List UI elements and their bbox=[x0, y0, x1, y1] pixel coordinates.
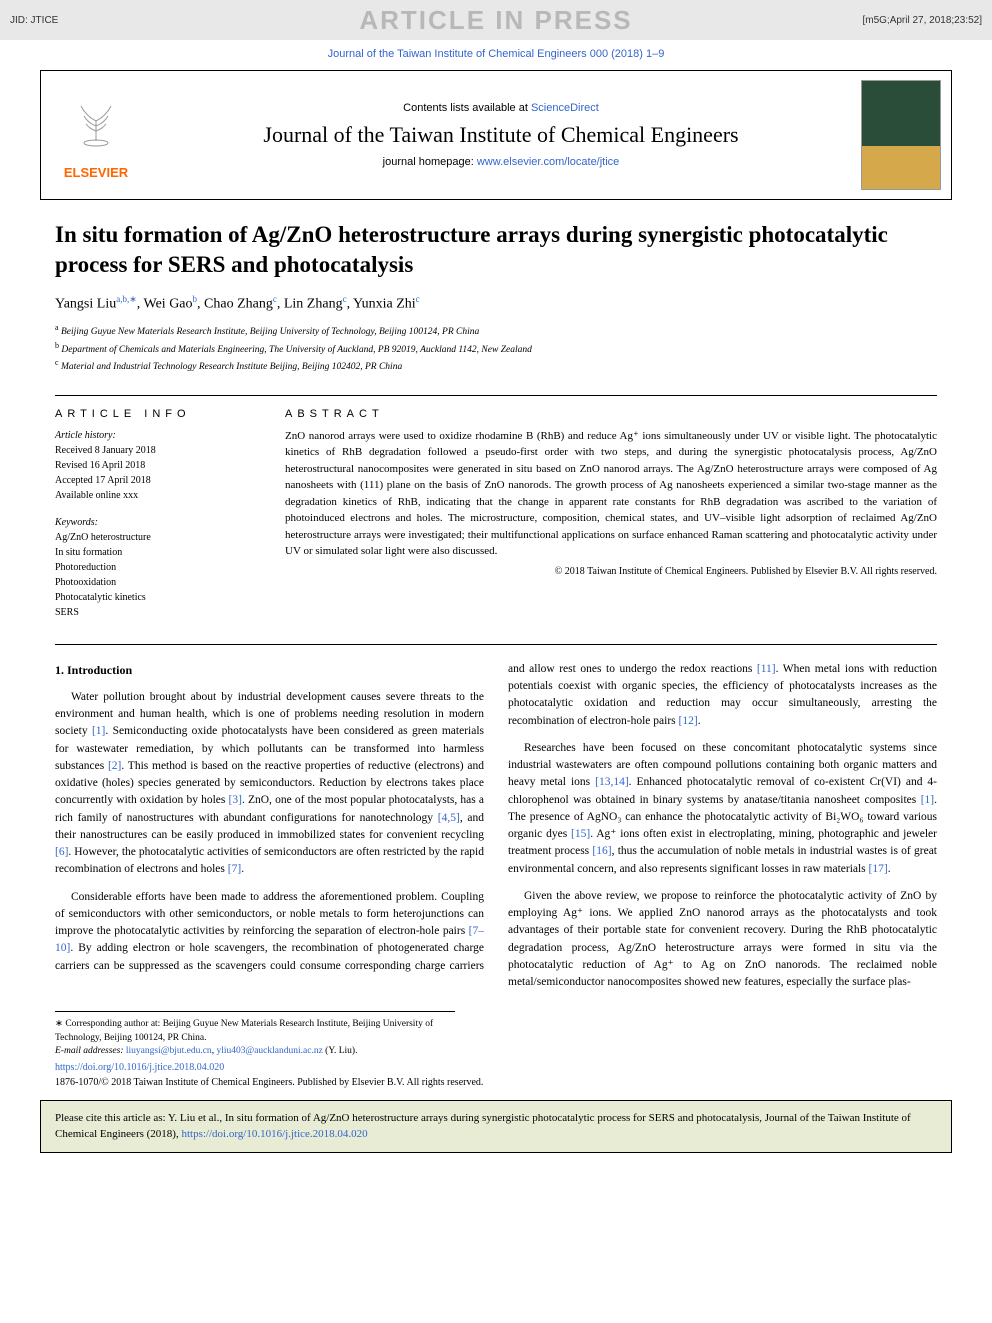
accepted-date: Accepted 17 April 2018 bbox=[55, 473, 255, 488]
contents-line: Contents lists available at ScienceDirec… bbox=[161, 102, 841, 114]
ref-2[interactable]: [2] bbox=[108, 760, 121, 772]
article-info-column: article info Article history: Received 8… bbox=[55, 408, 255, 632]
ref-3[interactable]: [3] bbox=[229, 794, 242, 806]
affiliation-a: Beijing Guyue New Materials Research Ins… bbox=[59, 328, 480, 338]
doi-link[interactable]: https://doi.org/10.1016/j.jtice.2018.04.… bbox=[55, 1062, 224, 1073]
ref-6[interactable]: [6] bbox=[55, 846, 68, 858]
author-5-sup: c bbox=[416, 294, 420, 304]
ref-13-14[interactable]: [13,14] bbox=[595, 776, 629, 788]
elsevier-tree-icon bbox=[66, 91, 126, 161]
abstract-text: ZnO nanorod arrays were used to oxidize … bbox=[285, 428, 937, 560]
journal-cover-thumbnail bbox=[861, 80, 941, 190]
divider-top bbox=[55, 395, 937, 396]
revised-date: Revised 16 April 2018 bbox=[55, 458, 255, 473]
keywords-block: Keywords: Ag/ZnO heterostructure In situ… bbox=[55, 515, 255, 620]
email-line: E-mail addresses: liuyangsi@bjut.edu.cn,… bbox=[55, 1045, 455, 1058]
keyword-3: Photoreduction bbox=[55, 560, 255, 575]
abstract-label: abstract bbox=[285, 408, 937, 420]
keyword-2: In situ formation bbox=[55, 545, 255, 560]
keyword-5: Photocatalytic kinetics bbox=[55, 590, 255, 605]
keyword-6: SERS bbox=[55, 605, 255, 620]
citation-doi-link[interactable]: https://doi.org/10.1016/j.jtice.2018.04.… bbox=[181, 1128, 367, 1140]
online-date: Available online xxx bbox=[55, 488, 255, 503]
body-para-3: Researches have been focused on these co… bbox=[508, 740, 937, 878]
article-title: In situ formation of Ag/ZnO heterostruct… bbox=[55, 220, 937, 280]
history-heading: Article history: bbox=[55, 428, 255, 443]
journal-reference-line: Journal of the Taiwan Institute of Chemi… bbox=[0, 48, 992, 60]
contents-prefix: Contents lists available at bbox=[403, 102, 531, 114]
footnote-section: ∗ Corresponding author at: Beijing Guyue… bbox=[55, 1011, 455, 1058]
ref-15[interactable]: [15] bbox=[571, 828, 590, 840]
ref-16[interactable]: [16] bbox=[592, 845, 611, 857]
affiliation-b: Department of Chemicals and Materials En… bbox=[59, 345, 532, 355]
ref-17[interactable]: [17] bbox=[869, 863, 888, 875]
author-1-sup: a,b,∗ bbox=[116, 294, 137, 304]
ref-1[interactable]: [1] bbox=[92, 725, 105, 737]
citation-box: Please cite this article as: Y. Liu et a… bbox=[40, 1100, 952, 1153]
affiliation-c: Material and Industrial Technology Resea… bbox=[59, 363, 403, 373]
ref-7[interactable]: [7] bbox=[228, 863, 241, 875]
elsevier-name: ELSEVIER bbox=[64, 165, 128, 180]
ref-12[interactable]: [12] bbox=[679, 715, 698, 727]
email-suffix: (Y. Liu). bbox=[323, 1046, 358, 1056]
author-4: , Lin Zhang bbox=[277, 296, 343, 311]
journal-name: Journal of the Taiwan Institute of Chemi… bbox=[161, 122, 841, 148]
abstract-copyright: © 2018 Taiwan Institute of Chemical Engi… bbox=[285, 566, 937, 577]
bottom-copyright: 1876-1070/© 2018 Taiwan Institute of Che… bbox=[55, 1077, 937, 1088]
sciencedirect-link[interactable]: ScienceDirect bbox=[531, 102, 599, 114]
homepage-link[interactable]: www.elsevier.com/locate/jtice bbox=[477, 156, 619, 168]
homepage-line: journal homepage: www.elsevier.com/locat… bbox=[161, 156, 841, 168]
corresponding-author: ∗ Corresponding author at: Beijing Guyue… bbox=[55, 1018, 455, 1045]
journal-header-box: ELSEVIER Contents lists available at Sci… bbox=[40, 70, 952, 200]
keyword-4: Photooxidation bbox=[55, 575, 255, 590]
body-section: 1. Introduction Water pollution brought … bbox=[55, 661, 937, 992]
elsevier-logo: ELSEVIER bbox=[41, 71, 151, 199]
watermark-text: ARTICLE IN PRESS bbox=[359, 5, 632, 36]
author-1: Yangsi Liu bbox=[55, 296, 116, 311]
ref-4-5[interactable]: [4,5] bbox=[438, 812, 460, 824]
body-para-1: Water pollution brought about by industr… bbox=[55, 689, 484, 879]
date-code: [m5G;April 27, 2018;23:52] bbox=[862, 15, 982, 26]
email-1[interactable]: liuyangsi@bjut.edu.cn bbox=[126, 1046, 212, 1056]
homepage-prefix: journal homepage: bbox=[383, 156, 477, 168]
body-para-4: Given the above review, we propose to re… bbox=[508, 888, 937, 992]
meta-row: article info Article history: Received 8… bbox=[55, 408, 937, 632]
author-3: , Chao Zhang bbox=[197, 296, 273, 311]
title-section: In situ formation of Ag/ZnO heterostruct… bbox=[55, 220, 937, 375]
author-5: , Yunxia Zhi bbox=[347, 296, 416, 311]
introduction-heading: 1. Introduction bbox=[55, 661, 484, 679]
abstract-column: abstract ZnO nanorod arrays were used to… bbox=[285, 408, 937, 632]
affiliations: a Beijing Guyue New Materials Research I… bbox=[55, 322, 937, 374]
ref-1b[interactable]: [1] bbox=[921, 794, 934, 806]
author-2: , Wei Gao bbox=[137, 296, 193, 311]
body-columns: 1. Introduction Water pollution brought … bbox=[55, 661, 937, 992]
keyword-1: Ag/ZnO heterostructure bbox=[55, 530, 255, 545]
doi-line: https://doi.org/10.1016/j.jtice.2018.04.… bbox=[55, 1062, 937, 1073]
article-history: Article history: Received 8 January 2018… bbox=[55, 428, 255, 503]
received-date: Received 8 January 2018 bbox=[55, 443, 255, 458]
email-label: E-mail addresses: bbox=[55, 1046, 126, 1056]
keywords-heading: Keywords: bbox=[55, 515, 255, 530]
author-list: Yangsi Liua,b,∗, Wei Gaob, Chao Zhangc, … bbox=[55, 294, 937, 313]
article-info-label: article info bbox=[55, 408, 255, 420]
ref-11[interactable]: [11] bbox=[757, 663, 776, 675]
header-center: Contents lists available at ScienceDirec… bbox=[151, 92, 851, 178]
divider-bottom bbox=[55, 644, 937, 645]
email-2[interactable]: yliu403@aucklanduni.ac.nz bbox=[216, 1046, 322, 1056]
jid-label: JID: JTICE bbox=[10, 15, 58, 26]
watermark-bar: JID: JTICE ARTICLE IN PRESS [m5G;April 2… bbox=[0, 0, 992, 40]
